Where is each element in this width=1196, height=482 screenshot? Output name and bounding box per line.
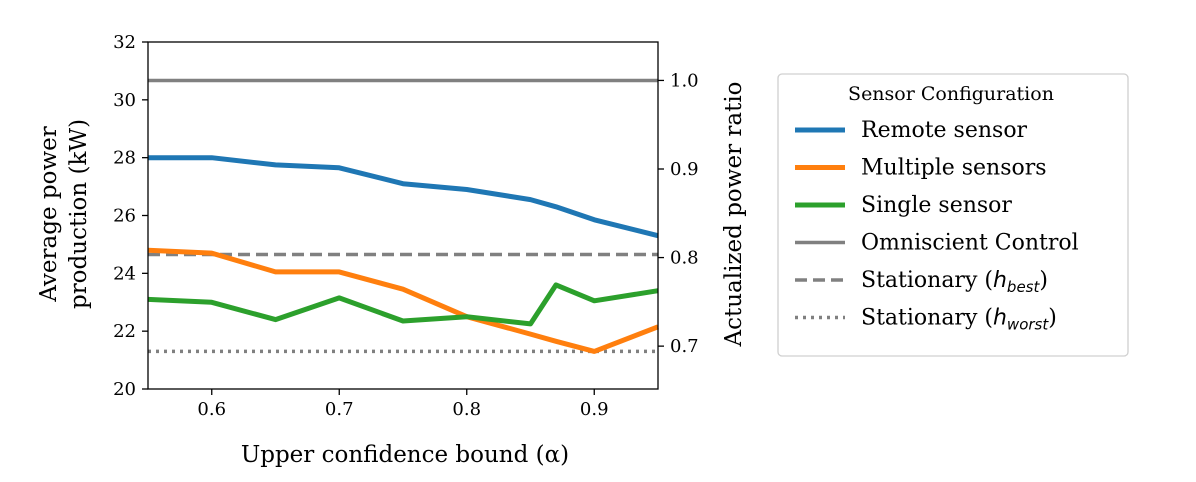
legend-label-3: Omniscient Control [861, 231, 1079, 256]
y-axis-left: 20 22 24 26 28 30 32 [113, 32, 148, 400]
legend-label-1: Multiple sensors [861, 156, 1047, 181]
legend-label-2: Single sensor [861, 193, 1012, 218]
y2-axis-label: Actualized power ratio [721, 81, 747, 347]
plot-lines [147, 78, 659, 354]
legend-label-0: Remote sensor [861, 118, 1028, 143]
series-line-2 [147, 282, 659, 327]
y2-tick-label: 1.0 [670, 70, 699, 91]
y-tick-label: 30 [113, 90, 136, 111]
y-tick-label: 20 [113, 379, 136, 400]
y-tick-label: 28 [113, 148, 136, 169]
x-tick-label: 0.6 [197, 399, 226, 420]
legend-label-5: Stationary (hworst) [861, 306, 1057, 334]
y-tick-label: 26 [113, 206, 136, 227]
y2-tick-label: 0.9 [670, 159, 699, 180]
y-axis-label-line2: production (kW) [66, 119, 92, 309]
x-axis: 0.6 0.7 0.8 0.9 [197, 389, 609, 420]
y-tick-label: 32 [113, 32, 136, 53]
y2-tick-label: 0.8 [670, 248, 699, 269]
series-line-0 [148, 155, 659, 239]
x-tick-label: 0.7 [325, 399, 354, 420]
legend-items: Remote sensor Multiple sensors Single sens… [795, 118, 1079, 334]
legend: Sensor Configuration Remote sensor Multip… [777, 73, 1129, 357]
x-tick-label: 0.9 [580, 399, 609, 420]
series-line-1 [147, 247, 659, 354]
y-tick-label: 22 [113, 321, 136, 342]
legend-title: Sensor Configuration [848, 83, 1054, 105]
y-tick-label: 24 [113, 263, 136, 284]
legend-label-4: Stationary (hbest) [861, 268, 1048, 296]
legend-box [777, 73, 1129, 357]
y-axis-right: 0.7 0.8 0.9 1.0 [658, 70, 699, 357]
x-tick-label: 0.8 [452, 399, 481, 420]
y-axis-label-line1: Average power [36, 126, 62, 303]
x-axis-label: Upper confidence bound (α) [241, 442, 569, 468]
y2-tick-label: 0.7 [670, 336, 699, 357]
